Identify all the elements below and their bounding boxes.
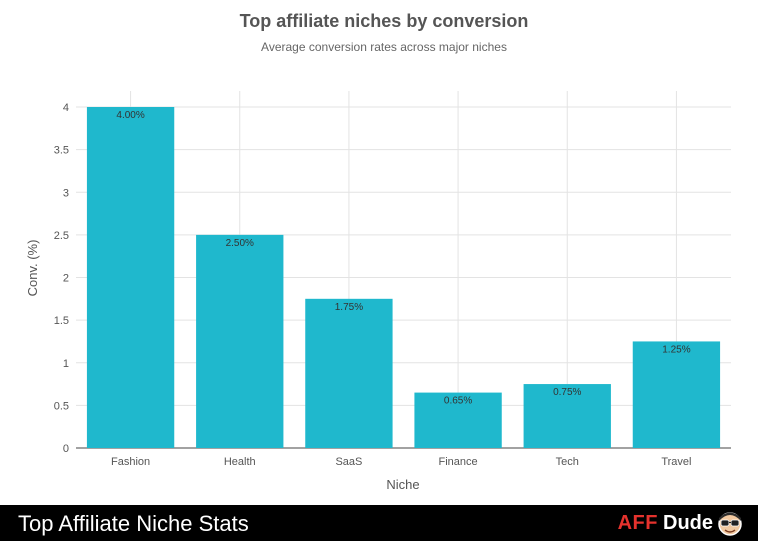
bar <box>523 384 611 448</box>
data-label: 1.75% <box>335 302 363 313</box>
x-axis-ticks: Fashion Health SaaS Finance Tech Travel <box>111 456 691 468</box>
data-label: 4.00% <box>116 110 144 121</box>
x-tick-label: Health <box>224 456 256 468</box>
y-tick-label: 1.5 <box>54 315 69 327</box>
data-label: 1.25% <box>662 344 690 355</box>
brand-secondary-text: Dude <box>663 511 713 534</box>
x-tick-label: Fashion <box>111 456 150 468</box>
chart-subtitle: Average conversion rates across major ni… <box>261 40 507 54</box>
footer-banner: Top Affiliate Niche Stats AFF Dude <box>0 505 758 541</box>
grid <box>76 91 731 449</box>
data-label: 0.75% <box>553 387 581 398</box>
y-tick-label: 0.5 <box>54 400 69 412</box>
data-label: 0.65% <box>444 396 472 407</box>
x-axis-label: Niche <box>386 477 419 492</box>
x-tick-label: Tech <box>556 456 579 468</box>
bar <box>86 107 175 448</box>
y-tick-label: 3 <box>63 187 69 199</box>
y-tick-label: 0 <box>63 443 69 455</box>
bar <box>305 298 393 448</box>
y-axis-ticks: 0 0.5 1 1.5 2 2.5 3 3.5 4 <box>54 102 69 455</box>
data-labels: 4.00% 2.50% 1.75% 0.65% 0.75% 1.25% <box>116 110 690 407</box>
y-tick-label: 2.5 <box>54 230 69 242</box>
x-tick-label: SaaS <box>335 456 362 468</box>
y-tick-label: 4 <box>63 102 69 114</box>
x-tick-label: Travel <box>661 456 691 468</box>
x-tick-label: Finance <box>439 456 478 468</box>
brand-primary-text: AFF <box>617 511 658 534</box>
brand-logo: AFF Dude <box>618 510 744 536</box>
bar-chart: Top affiliate niches by conversion Avera… <box>25 11 731 492</box>
bar <box>414 392 502 448</box>
mascot-face-icon <box>718 512 742 536</box>
y-tick-label: 1 <box>63 358 69 370</box>
bars <box>86 107 721 448</box>
footer-title: Top Affiliate Niche Stats <box>18 511 249 536</box>
y-tick-label: 3.5 <box>54 145 69 157</box>
y-tick-label: 2 <box>63 273 69 285</box>
y-axis-label: Conv. (%) <box>25 240 40 297</box>
chart-title: Top affiliate niches by conversion <box>240 11 529 31</box>
bar <box>196 234 284 448</box>
data-label: 2.50% <box>226 238 254 249</box>
bar <box>632 341 721 448</box>
